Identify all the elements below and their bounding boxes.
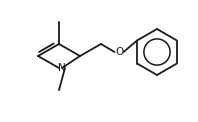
Text: O: O <box>115 47 123 57</box>
Text: N: N <box>58 63 66 73</box>
